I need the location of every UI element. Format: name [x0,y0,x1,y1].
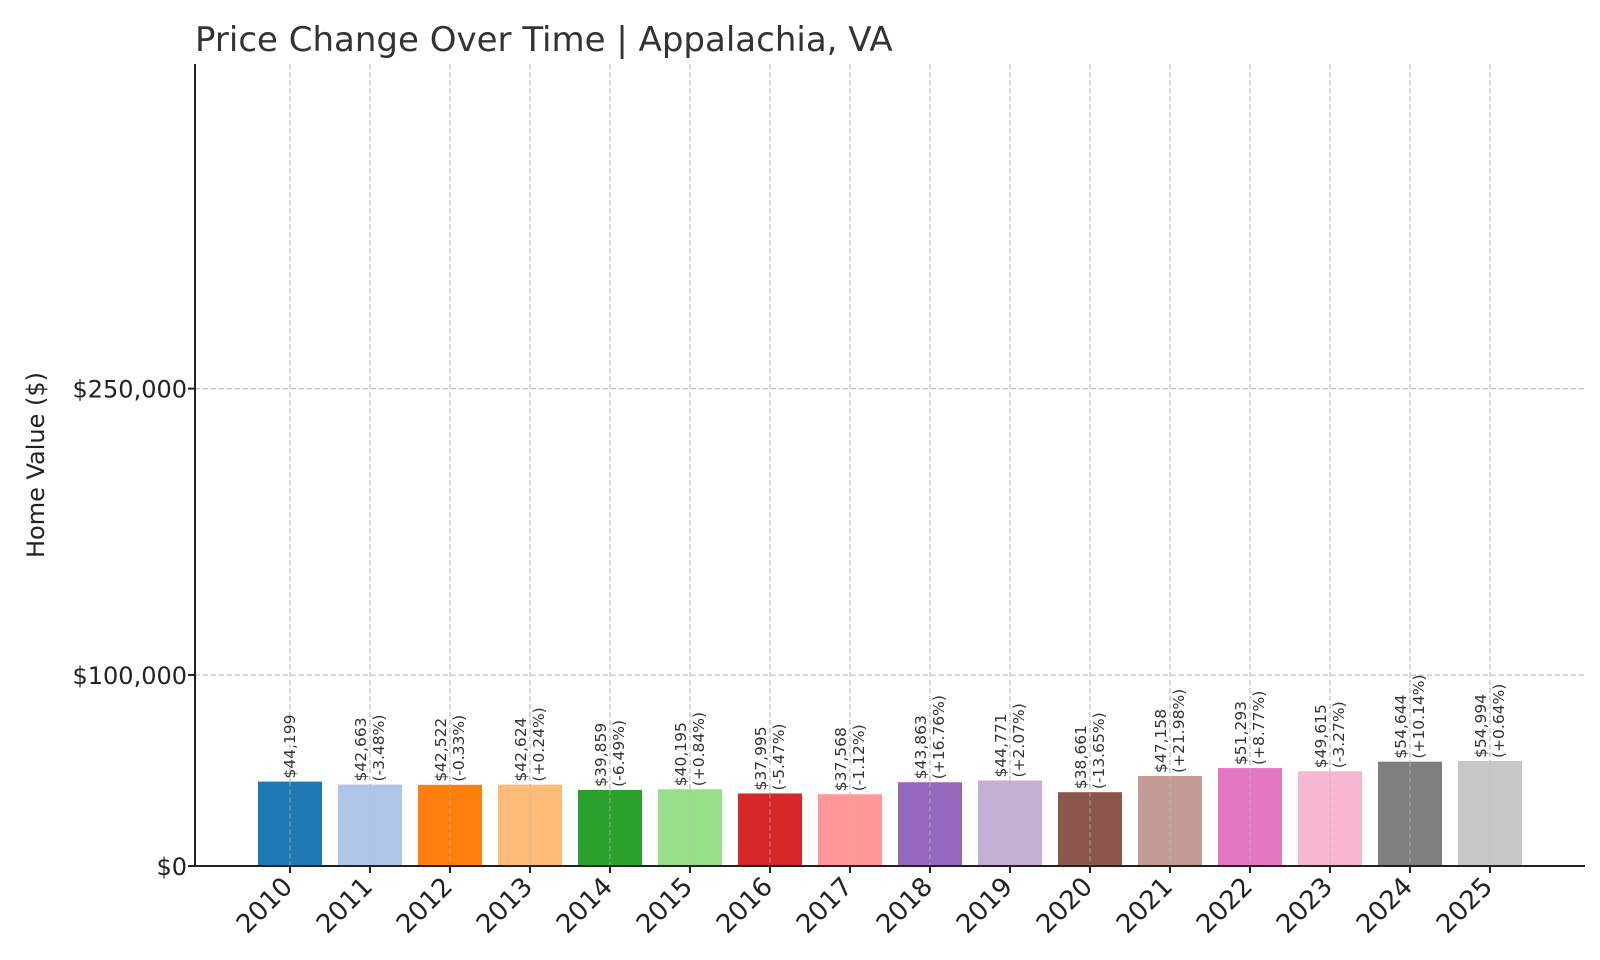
y-tick-label: $100,000 [72,662,187,690]
value-label-2023: $49,615 [1312,704,1330,768]
value-label-2013: $42,624 [512,717,530,781]
change-label-2018: (+16.76%) [930,695,948,779]
change-label-2015: (+0.84%) [690,712,708,786]
change-label-2022: (+8.77%) [1250,691,1268,765]
value-label-2014: $39,859 [592,723,610,787]
x-tick-label-2025: 2025 [1431,872,1499,940]
x-tick-label-2024: 2024 [1351,872,1419,940]
value-label-2011: $42,663 [352,717,370,781]
x-tick-label-2013: 2013 [471,872,539,940]
bars [258,760,1522,866]
x-tick-label-2020: 2020 [1031,872,1099,940]
value-label-2021: $47,158 [1152,709,1170,773]
change-label-2020: (-13.65%) [1090,712,1108,789]
value-label-2022: $51,293 [1232,701,1250,765]
change-label-2012: (-0.33%) [450,715,468,782]
change-label-2013: (+0.24%) [530,707,548,781]
value-label-2016: $37,995 [752,726,770,790]
x-tick-label-2016: 2016 [711,872,779,940]
value-label-2025: $54,994 [1472,694,1490,758]
change-label-2014: (-6.49%) [610,720,628,787]
y-tick-label: $0 [156,853,187,881]
value-label-2018: $43,863 [912,715,930,779]
value-label-2019: $44,771 [992,713,1010,777]
change-label-2011: (-3.48%) [370,715,388,782]
x-tick-label-2021: 2021 [1111,872,1179,940]
change-label-2025: (+0.64%) [1490,684,1508,758]
value-label-2024: $54,644 [1392,695,1410,759]
chart-title: Price Change Over Time | Appalachia, VA [195,20,893,60]
x-ticks: 2010 2011 2012 2013 2014 2015 2016 2017 2018 2019… [231,866,1499,940]
x-tick-label-2012: 2012 [391,872,459,940]
data-labels: $44,199 $42,663 (-3.48%) $42,522 (-0.33%) $42… [281,674,1508,791]
value-label-2012: $42,522 [432,718,450,782]
value-label-2020: $38,661 [1072,725,1090,789]
x-tick-label-2014: 2014 [551,872,619,940]
y-tick-label: $250,000 [72,376,187,404]
value-label-2015: $40,195 [672,722,690,786]
y-axis-label: Home Value ($) [22,372,50,558]
bar-2023 [1298,771,1362,866]
x-tick-label-2023: 2023 [1271,872,1339,940]
x-tick-label-2015: 2015 [631,872,699,940]
x-tick-label-2019: 2019 [951,872,1019,940]
x-tick-label-2017: 2017 [791,872,859,940]
x-tick-label-2018: 2018 [871,872,939,940]
grid-lines [195,64,1585,866]
change-label-2023: (-3.27%) [1330,701,1348,768]
change-label-2016: (-5.47%) [770,724,788,791]
value-label-2010: $44,199 [281,714,299,778]
axes [194,64,1585,867]
x-tick-label-2010: 2010 [231,872,299,940]
x-tick-label-2011: 2011 [311,872,379,940]
x-tick-label-2022: 2022 [1191,872,1259,940]
change-label-2017: (-1.12%) [850,724,868,791]
change-label-2024: (+10.14%) [1410,674,1428,758]
y-ticks: $0 $100,000 $250,000 [72,376,195,881]
change-label-2019: (+2.07%) [1010,703,1028,777]
change-label-2021: (+21.98%) [1170,689,1188,773]
value-label-2017: $37,568 [832,727,850,791]
